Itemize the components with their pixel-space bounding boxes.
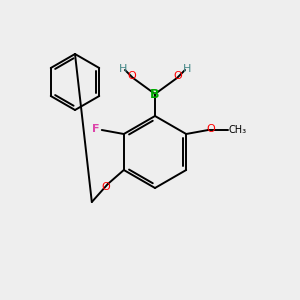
Text: O: O (207, 124, 216, 134)
Text: F: F (92, 124, 100, 134)
Text: CH₃: CH₃ (228, 125, 246, 135)
Text: O: O (174, 71, 182, 81)
Text: H: H (183, 64, 191, 74)
Text: H: H (119, 64, 127, 74)
Text: O: O (101, 182, 110, 192)
Text: B: B (150, 88, 160, 100)
Text: O: O (128, 71, 136, 81)
